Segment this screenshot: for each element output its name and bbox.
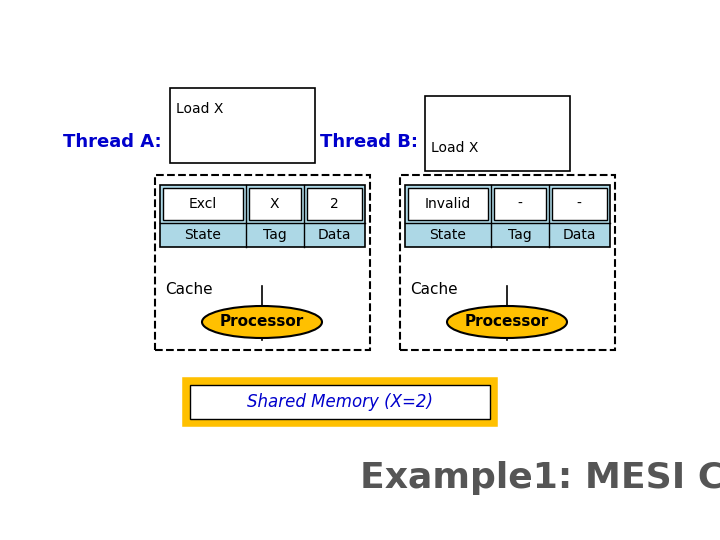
FancyBboxPatch shape <box>249 188 300 220</box>
Text: Load X: Load X <box>431 141 478 155</box>
FancyBboxPatch shape <box>405 185 610 247</box>
Text: Data: Data <box>562 228 596 242</box>
Text: Invalid: Invalid <box>425 197 471 211</box>
Text: Tag: Tag <box>263 228 287 242</box>
FancyBboxPatch shape <box>408 188 488 220</box>
Text: Thread A:: Thread A: <box>63 133 162 151</box>
Text: X: X <box>270 197 279 211</box>
FancyBboxPatch shape <box>185 380 495 424</box>
Text: Example1: MESI Coherence: Example1: MESI Coherence <box>360 461 720 495</box>
Text: Cache: Cache <box>410 282 458 298</box>
FancyBboxPatch shape <box>494 188 546 220</box>
FancyBboxPatch shape <box>307 188 362 220</box>
Text: 2: 2 <box>330 197 338 211</box>
Text: Load X: Load X <box>176 102 223 116</box>
FancyBboxPatch shape <box>552 188 607 220</box>
FancyBboxPatch shape <box>163 188 243 220</box>
Text: Shared Memory (X=2): Shared Memory (X=2) <box>247 393 433 411</box>
Ellipse shape <box>447 306 567 338</box>
FancyBboxPatch shape <box>425 96 570 171</box>
FancyBboxPatch shape <box>400 175 615 350</box>
Text: State: State <box>184 228 222 242</box>
FancyBboxPatch shape <box>170 88 315 163</box>
Text: Processor: Processor <box>220 314 304 329</box>
Text: State: State <box>430 228 467 242</box>
FancyBboxPatch shape <box>160 185 365 247</box>
Ellipse shape <box>202 306 322 338</box>
Text: Thread B:: Thread B: <box>320 133 418 151</box>
Text: Processor: Processor <box>465 314 549 329</box>
FancyBboxPatch shape <box>190 385 490 419</box>
Text: Excl: Excl <box>189 197 217 211</box>
Text: Tag: Tag <box>508 228 531 242</box>
Text: -: - <box>577 197 582 211</box>
Text: -: - <box>518 197 522 211</box>
Text: Data: Data <box>318 228 351 242</box>
Text: Cache: Cache <box>165 282 212 298</box>
FancyBboxPatch shape <box>155 175 370 350</box>
